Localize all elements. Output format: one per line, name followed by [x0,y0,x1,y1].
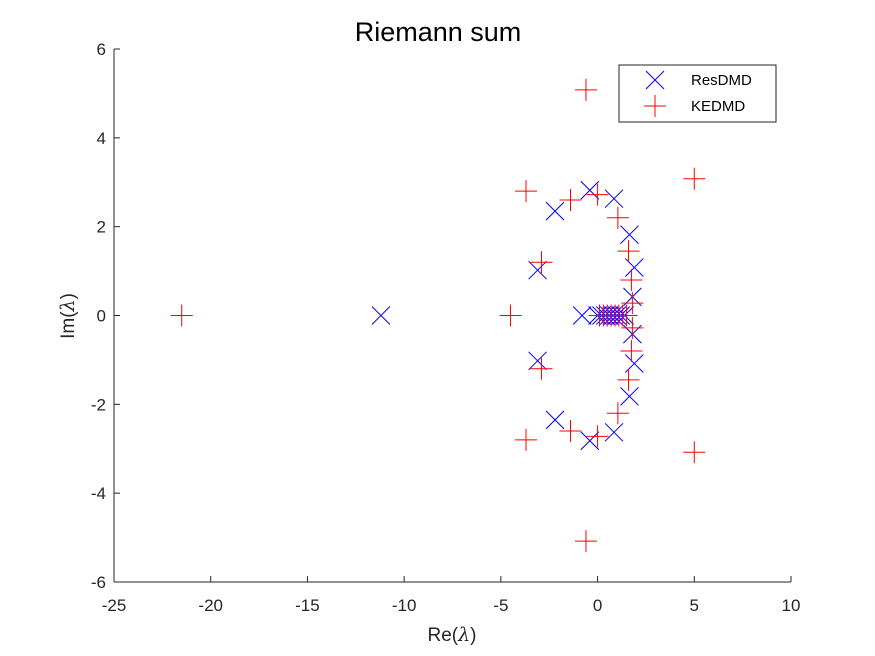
kedmd-point [617,240,640,263]
kedmd-point [620,340,643,363]
x-axis-label: Re(λ) [428,624,477,646]
kedmd-point [621,292,644,315]
kedmd-point [170,304,193,327]
x-tick-label: 10 [782,596,801,615]
y-tick-label: 4 [97,129,106,148]
x-tick-label: 0 [593,596,602,615]
y-tick-label: -6 [91,573,106,592]
legend-resdmd-label: ResDMD [691,72,752,89]
kedmd-point [606,402,629,425]
y-tick-label: 6 [97,40,106,59]
resdmd-point [545,410,565,430]
x-tick-label: -25 [102,596,127,615]
resdmd-point [528,351,547,371]
y-tick-label: 2 [97,218,106,237]
resdmd-point [620,386,639,406]
x-tick-label: 5 [690,596,699,615]
kedmd-point [621,316,644,339]
resdmd-point [545,201,565,221]
kedmd-point [499,304,522,327]
legend-kedmd-marker [644,95,666,117]
y-tick-label: -2 [91,395,106,414]
resdmd-point [580,180,600,200]
kedmd-point [530,357,553,380]
kedmd-point [574,78,597,101]
resdmd-point [604,189,624,209]
y-tick-label: -4 [91,484,106,503]
x-tick-label: -5 [493,596,508,615]
resdmd-point [620,225,639,245]
kedmd-point [515,428,538,451]
kedmd-point [586,183,609,206]
y-ticks: -6 -4 -2 0 2 4 6 [91,40,120,592]
legend-kedmd-label: KEDMD [691,98,745,115]
kedmd-point [683,441,706,464]
legend: ResDMD KEDMD [618,64,777,123]
kedmd-point [559,419,582,442]
legend-items: ResDMD KEDMD [644,70,752,117]
y-tick-label: 0 [97,307,106,326]
chart-title: Riemann sum [355,17,522,47]
x-tick-label: -10 [392,596,417,615]
resdmd-point [604,422,624,442]
kedmd-point [515,180,538,203]
kedmd-point [683,167,706,190]
x-ticks: -25 -20 -15 -10 -5 0 5 10 [102,576,801,615]
resdmd-point [580,431,600,451]
kedmd-point [586,425,609,448]
resdmd-point [572,306,592,325]
kedmd-point [617,368,640,391]
x-tick-label: -20 [198,596,223,615]
resdmd-point [371,306,391,325]
y-axis-label: Im(λ) [57,293,79,339]
kedmd-point [559,189,582,212]
legend-box [618,64,777,123]
x-tick-label: -15 [295,596,320,615]
kedmd-point [574,530,597,553]
kedmd-point [606,206,629,229]
kedmd-point [620,268,643,291]
resdmd-point [528,260,547,280]
legend-resdmd-marker [645,70,665,90]
kedmd-point [530,251,553,274]
kedmd-point [615,304,638,327]
data-markers [170,78,706,553]
